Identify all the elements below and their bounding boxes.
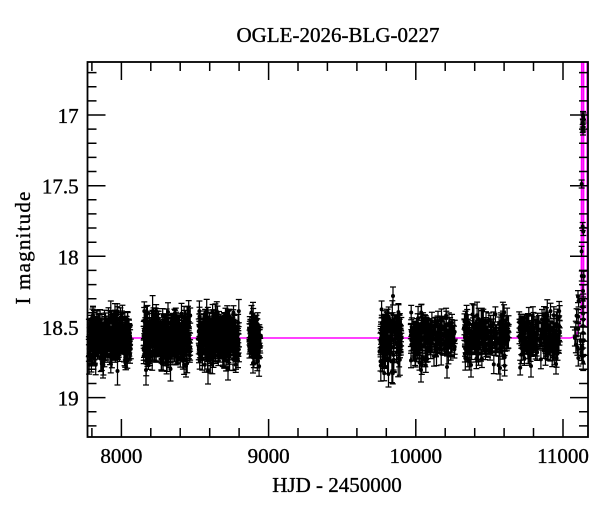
svg-text:19: 19 <box>58 387 79 411</box>
svg-text:9000: 9000 <box>248 444 290 468</box>
svg-text:HJD - 2450000: HJD - 2450000 <box>272 473 402 497</box>
svg-text:18.5: 18.5 <box>42 316 79 340</box>
svg-text:18: 18 <box>58 245 79 269</box>
svg-text:10000: 10000 <box>390 444 443 468</box>
svg-text:17.5: 17.5 <box>42 175 79 199</box>
svg-text:8000: 8000 <box>100 444 142 468</box>
svg-text:I magnitude: I magnitude <box>11 190 35 304</box>
svg-text:11000: 11000 <box>537 444 589 468</box>
svg-text:17: 17 <box>58 104 79 128</box>
svg-text:OGLE-2026-BLG-0227: OGLE-2026-BLG-0227 <box>237 23 440 47</box>
